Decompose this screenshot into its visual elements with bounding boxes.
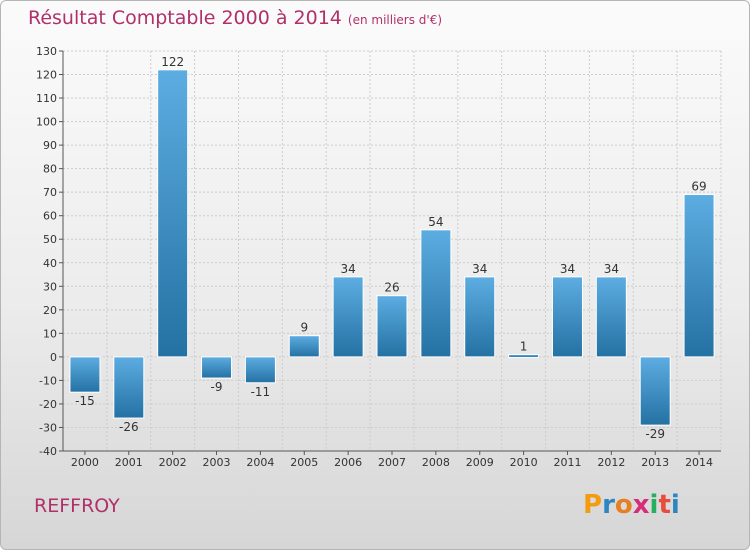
y-tick-label: -40 bbox=[39, 445, 57, 458]
y-tick-label: 0 bbox=[50, 351, 57, 364]
y-tick-label: 110 bbox=[36, 92, 57, 105]
y-tick-label: 10 bbox=[43, 327, 57, 340]
y-tick-label: 100 bbox=[36, 116, 57, 129]
logo-letter: P bbox=[583, 490, 603, 520]
value-label: 54 bbox=[428, 215, 443, 229]
x-tick-label: 2004 bbox=[246, 456, 274, 469]
value-label: 34 bbox=[560, 262, 575, 276]
x-tick-label: 2014 bbox=[685, 456, 713, 469]
y-tick-label: 20 bbox=[43, 304, 57, 317]
value-label: -9 bbox=[211, 380, 223, 394]
bar-2013 bbox=[639, 356, 671, 426]
x-tick-label: 2007 bbox=[378, 456, 406, 469]
x-tick-label: 2006 bbox=[334, 456, 362, 469]
bar-2003 bbox=[201, 356, 233, 379]
bar-2001 bbox=[113, 356, 145, 419]
commune-name: REFFROY bbox=[34, 495, 120, 517]
value-label: -11 bbox=[251, 385, 271, 399]
value-label: 9 bbox=[300, 321, 308, 335]
bar-2000 bbox=[69, 356, 101, 393]
y-tick-label: 90 bbox=[43, 139, 57, 152]
y-tick-label: 120 bbox=[36, 69, 57, 82]
logo-letter: r bbox=[602, 490, 615, 520]
y-tick-label: -10 bbox=[39, 374, 57, 387]
value-label: -26 bbox=[119, 420, 139, 434]
logo-letter: o bbox=[614, 490, 633, 520]
logo-letter: t bbox=[658, 490, 671, 520]
value-label: -29 bbox=[645, 427, 665, 441]
value-label: 26 bbox=[384, 281, 399, 295]
y-tick-label: -30 bbox=[39, 421, 57, 434]
value-label: 34 bbox=[604, 262, 619, 276]
bar-2008 bbox=[420, 229, 452, 358]
value-label: -15 bbox=[75, 394, 95, 408]
value-label: 1 bbox=[520, 340, 528, 354]
bar-2004 bbox=[244, 356, 276, 384]
bar-2012 bbox=[595, 276, 627, 358]
chart-title-text: Résultat Comptable 2000 à 2014 bbox=[28, 7, 342, 29]
x-tick-label: 2008 bbox=[422, 456, 450, 469]
y-tick-label: 80 bbox=[43, 163, 57, 176]
y-tick-label: 60 bbox=[43, 210, 57, 223]
x-tick-label: 2009 bbox=[466, 456, 494, 469]
bar-2006 bbox=[332, 276, 364, 358]
x-tick-label: 2013 bbox=[641, 456, 669, 469]
value-label: 34 bbox=[340, 262, 355, 276]
y-tick-label: 50 bbox=[43, 233, 57, 246]
x-tick-label: 2000 bbox=[71, 456, 99, 469]
bar-2005 bbox=[288, 335, 320, 358]
x-tick-label: 2005 bbox=[290, 456, 318, 469]
y-tick-label: 30 bbox=[43, 280, 57, 293]
value-label: 69 bbox=[691, 180, 706, 194]
x-tick-label: 2001 bbox=[115, 456, 143, 469]
y-tick-label: 40 bbox=[43, 257, 57, 270]
chart-title: Résultat Comptable 2000 à 2014 (en millie… bbox=[28, 7, 442, 29]
x-tick-label: 2012 bbox=[597, 456, 625, 469]
x-tick-label: 2011 bbox=[553, 456, 581, 469]
bar-2011 bbox=[551, 276, 583, 358]
x-tick-label: 2002 bbox=[159, 456, 187, 469]
x-tick-label: 2003 bbox=[203, 456, 231, 469]
x-tick-label: 2010 bbox=[510, 456, 538, 469]
y-tick-label: -20 bbox=[39, 398, 57, 411]
value-label: 122 bbox=[161, 55, 184, 69]
logo-letter: i bbox=[649, 490, 659, 520]
bar-2014 bbox=[683, 194, 715, 358]
y-tick-label: 70 bbox=[43, 186, 57, 199]
bar-2007 bbox=[376, 295, 408, 358]
proxiti-logo: Proxiti bbox=[583, 490, 680, 520]
bar-2002 bbox=[157, 69, 189, 358]
bar-2010 bbox=[508, 354, 540, 359]
logo-letter: i bbox=[670, 490, 680, 520]
logo-letter: x bbox=[632, 490, 650, 520]
y-tick-label: 130 bbox=[36, 45, 57, 58]
value-label: 34 bbox=[472, 262, 487, 276]
bar-2009 bbox=[464, 276, 496, 358]
chart-subtitle: (en milliers d'€) bbox=[347, 13, 443, 27]
